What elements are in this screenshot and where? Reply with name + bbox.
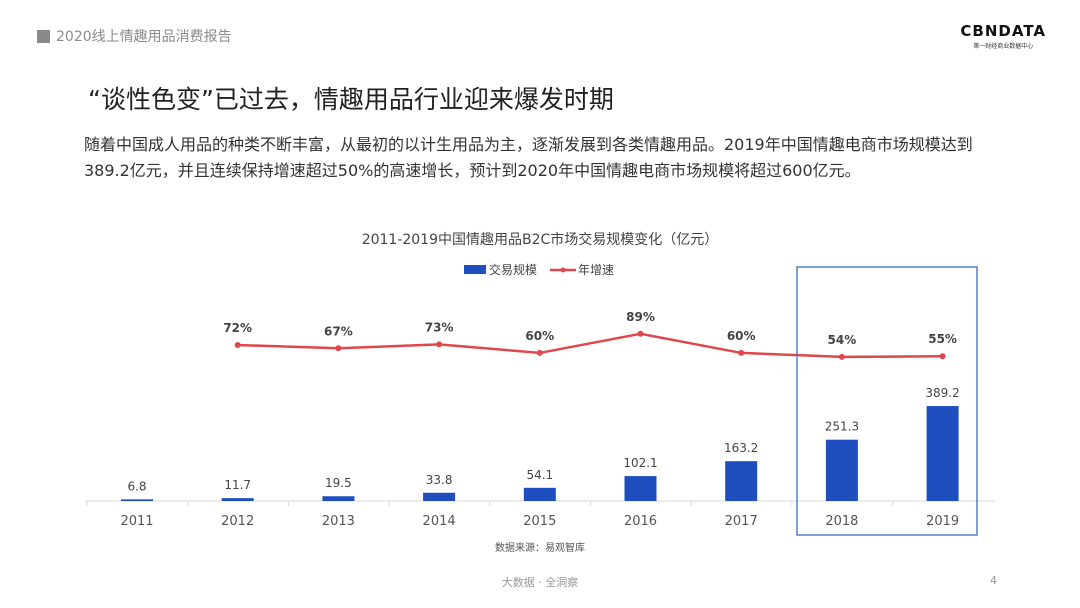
legend-bar-label: 交易规模 <box>489 262 537 277</box>
bar-label: 19.5 <box>325 476 352 490</box>
x-tick-label: 2014 <box>423 514 456 529</box>
x-tick-label: 2011 <box>120 514 153 529</box>
growth-point-2015 <box>536 349 543 356</box>
bar-label: 389.2 <box>925 386 959 400</box>
bar-label: 102.1 <box>623 456 657 470</box>
bar-2017 <box>725 461 758 501</box>
growth-point-2018 <box>838 353 845 360</box>
bar-label: 33.8 <box>426 473 453 487</box>
growth-label: 73% <box>425 320 454 334</box>
growth-point-2017 <box>738 349 745 356</box>
chart-title: 2011-2019中国情趣用品B2C市场交易规模变化（亿元） <box>362 231 719 248</box>
slide-description: 随着中国成人用品的种类不断丰富，从最初的以计生用品为主，逐渐发展到各类情趣用品。… <box>84 135 973 180</box>
growth-label: 89% <box>626 310 655 324</box>
page-number: 4 <box>990 574 997 587</box>
growth-point-2016 <box>637 330 644 337</box>
growth-label: 67% <box>324 324 353 338</box>
x-tick-label: 2013 <box>322 514 355 529</box>
x-tick-label: 2018 <box>825 514 858 529</box>
bar-2011 <box>121 499 153 501</box>
legend-bar-swatch <box>464 265 486 274</box>
bar-2019 <box>926 406 959 501</box>
bar-label: 54.1 <box>526 468 553 482</box>
growth-label: 60% <box>727 329 756 343</box>
growth-point-2013 <box>335 345 342 352</box>
bar-2014 <box>423 492 456 501</box>
bar-label: 11.7 <box>224 478 251 492</box>
growth-point-2014 <box>436 341 443 348</box>
x-tick-label: 2012 <box>221 514 254 529</box>
x-tick-label: 2017 <box>725 514 758 529</box>
bar-2016 <box>624 476 657 501</box>
bar-2018 <box>825 439 858 501</box>
report-header: 2020线上情趣用品消费报告 <box>37 26 232 46</box>
growth-line <box>237 332 943 359</box>
footer-slogan: 大数据 · 全洞察 <box>501 576 579 589</box>
growth-label: 55% <box>928 332 957 346</box>
growth-label: 72% <box>223 321 252 335</box>
bar-2013 <box>322 496 355 501</box>
x-tick-label: 2015 <box>523 514 556 529</box>
legend-line-marker <box>560 267 566 273</box>
legend-line-label: 年增速 <box>578 263 614 277</box>
x-tick-label: 2016 <box>624 514 657 529</box>
growth-label: 54% <box>828 333 857 347</box>
header-square-icon <box>37 29 50 43</box>
bar-label: 163.2 <box>724 441 758 455</box>
growth-label: 60% <box>525 329 554 343</box>
growth-point-2012 <box>234 342 241 348</box>
highlight-box <box>796 266 978 536</box>
x-tick-label: 2019 <box>926 514 959 529</box>
slide-title: “谈性色变”已过去，情趣用品行业迎来爆发时期 <box>88 85 614 114</box>
growth-point-2019 <box>939 353 946 360</box>
cbndata-logo: CBNDATA 第一财经商业数据中心 <box>960 22 1046 50</box>
bar-2015 <box>523 487 556 501</box>
logo-text: CBNDATA <box>960 22 1046 40</box>
report-title: 2020线上情趣用品消费报告 <box>56 29 232 45</box>
data-source: 数据来源：易观智库 <box>495 541 585 554</box>
logo-subtitle: 第一财经商业数据中心 <box>973 43 1034 50</box>
bar-label: 251.3 <box>825 420 859 434</box>
bar-label: 6.8 <box>127 479 146 493</box>
bar-2012 <box>221 498 254 501</box>
